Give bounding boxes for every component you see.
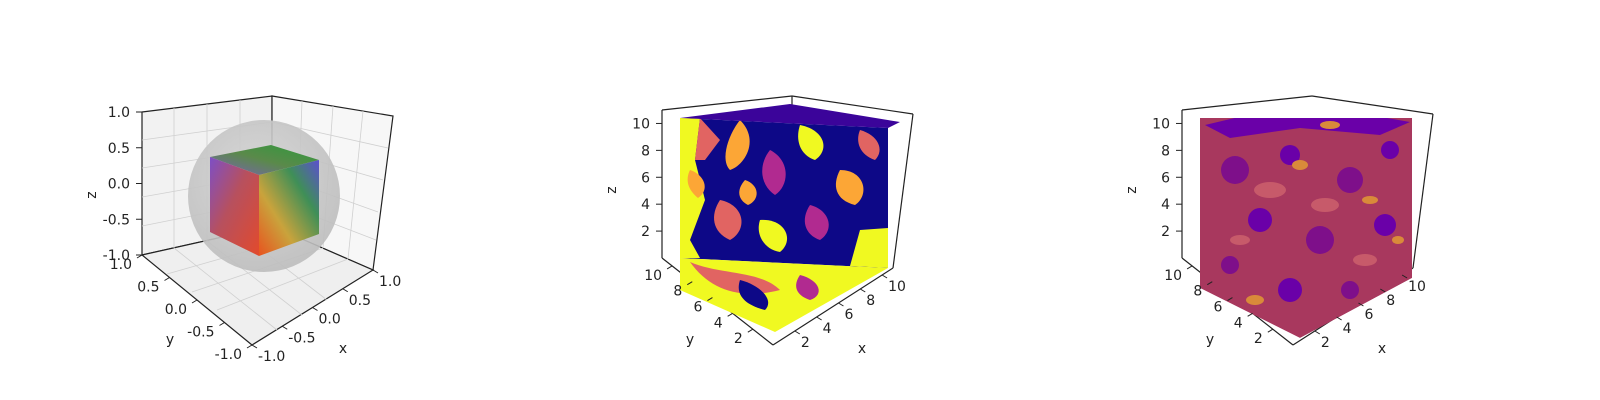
chart-2-y-tick-mark: [666, 265, 673, 270]
chart-3-y-tick-mark: [1227, 297, 1233, 301]
chart-3-xlabel: x: [1378, 341, 1386, 357]
chart-1-zlabel: z: [84, 191, 100, 198]
chart-3-y-tick-label: 8: [1193, 284, 1202, 300]
chart-2-y-tick-label: 6: [694, 300, 703, 316]
chart-2-x-tick-mark: [860, 288, 866, 293]
chart-3-y-tick-label: 6: [1214, 300, 1223, 316]
chart-1-y-tick-label: -1.0: [215, 347, 242, 363]
volume-top-face: [680, 104, 900, 128]
chart-3-x-tick-mark: [1314, 330, 1321, 335]
chart-1-x-tick-mark: [251, 344, 258, 349]
chart-1-x-tick-label: 0.0: [319, 312, 341, 328]
chart-2-x-tick-label: 6: [844, 307, 853, 323]
chart-3-z-tick-label: 6: [1161, 170, 1170, 186]
volume-render: [680, 104, 900, 332]
chart-3-x-tick-mark: [1401, 274, 1408, 279]
chart-2-x-tick-label: 10: [888, 279, 906, 295]
chart-3-y-tick-label: 2: [1254, 331, 1263, 347]
chart-1-x-tick-mark: [342, 288, 349, 293]
chart-3-y-tick-mark: [1186, 265, 1193, 270]
chart-3-x-tick-mark: [1358, 302, 1364, 307]
chart-3-x-tick-mark: [1380, 288, 1386, 293]
chart-3-zlabel: z: [1124, 186, 1140, 193]
chart-2-x-tick-mark: [794, 330, 801, 335]
chart-3-z-tick-label: 8: [1161, 143, 1170, 159]
chart-1-x-tick-label: -1.0: [258, 349, 285, 365]
chart-1-x-tick-label: -0.5: [288, 330, 315, 346]
volume-pattern: [680, 118, 888, 268]
chart-3-ylabel: y: [1206, 332, 1214, 348]
chart-3-y-tick-mark: [1247, 312, 1253, 317]
chart-1-z-tick-label: -0.5: [103, 212, 130, 228]
chart-3-x-tick-label: 4: [1343, 321, 1352, 337]
chart-1-z-tick-label: 0.0: [108, 177, 130, 193]
chart-2-x-tick-mark: [881, 274, 888, 279]
chart-1-y-tick-mark: [164, 277, 170, 281]
chart-2-y-tick-label: 2: [734, 331, 743, 347]
chart-3-z-tick-label: 4: [1161, 197, 1170, 213]
chart-3-x-tick-label: 10: [1408, 279, 1426, 295]
chart-1-x-tick-label: 1.0: [379, 274, 401, 290]
chart-1-ylabel: y: [166, 332, 174, 348]
chart-1-x-tick-label: 0.5: [349, 293, 371, 309]
chart-2-y-tick-label: 10: [644, 268, 662, 284]
chart-3-x-tick-label: 8: [1386, 293, 1395, 309]
chart-2-y-tick-label: 4: [714, 315, 723, 331]
chart-1-y-tick-label: 0.5: [137, 280, 159, 296]
chart-2-y-tick-label: 8: [673, 284, 682, 300]
cube-top-face: [210, 145, 319, 175]
chart-3-y-tick-label: 10: [1164, 268, 1182, 284]
chart-1-y-tick-label: -0.5: [187, 325, 214, 341]
isosurface-render: [1200, 118, 1412, 338]
chart-2-z-tick-label: 10: [632, 116, 650, 132]
chart-3-x-tick-label: 6: [1364, 307, 1373, 323]
chart-2-ylabel: y: [686, 332, 694, 348]
chart-2-y-tick-mark: [707, 297, 713, 301]
chart-2-x-tick-mark: [838, 302, 844, 307]
chart-2-z-tick-label: 8: [641, 143, 650, 159]
chart-1-x-tick-mark: [372, 269, 379, 274]
chart-2-y-tick-mark: [687, 281, 693, 286]
chart-1-y-tick-mark: [219, 322, 225, 326]
chart-1-y-tick-mark: [191, 299, 198, 304]
chart-3-z-tick-label: 10: [1152, 116, 1170, 132]
chart-2-x-tick-label: 8: [866, 293, 875, 309]
chart-2-z-tick-label: 6: [641, 170, 650, 186]
chart-1-xlabel: x: [339, 341, 347, 357]
chart-1-y-tick-label: 1.0: [110, 257, 132, 273]
chart-1-ticks: -1.0-0.50.00.51.0-1.0-0.50.00.51.0-1.0-0…: [103, 105, 402, 365]
chart-3-x-tick-mark: [1336, 316, 1342, 321]
chart-3-y-tick-label: 4: [1234, 315, 1243, 331]
chart-2-zlabel: z: [604, 186, 620, 193]
chart-2-y-tick-mark: [727, 312, 733, 317]
chart-2-x-tick-label: 2: [801, 335, 810, 351]
chart-3-y-tick-mark: [1267, 328, 1274, 333]
chart-1-x-tick-mark: [281, 325, 288, 330]
chart-2-x-tick-label: 4: [823, 321, 832, 337]
chart-1-x-tick-mark: [312, 307, 318, 311]
chart-2-xlabel: x: [858, 341, 866, 357]
chart-1: -1.0-0.50.00.51.0-1.0-0.50.00.51.0-1.0-0…: [84, 95, 402, 365]
cube-left-face: [210, 157, 259, 256]
chart-3-z-tick-label: 2: [1161, 224, 1170, 240]
chart-2-z-tick-label: 2: [641, 224, 650, 240]
chart-3-y-tick-mark: [1207, 281, 1213, 286]
chart-3-x-tick-label: 2: [1321, 335, 1330, 351]
cube-right-face: [259, 160, 319, 256]
chart-1-z-tick-label: 0.5: [108, 141, 130, 157]
chart-2-z-tick-label: 4: [641, 197, 650, 213]
chart-1-y-tick-mark: [246, 344, 253, 349]
chart-1-y-tick-label: 0.0: [165, 302, 187, 318]
chart-2-y-tick-mark: [747, 328, 754, 333]
chart-1-z-tick-label: 1.0: [108, 105, 130, 121]
chart-1-y-tick-mark: [136, 254, 143, 259]
chart-1-z-tick-label: -1.0: [103, 248, 130, 264]
chart-2-x-tick-mark: [816, 316, 822, 321]
